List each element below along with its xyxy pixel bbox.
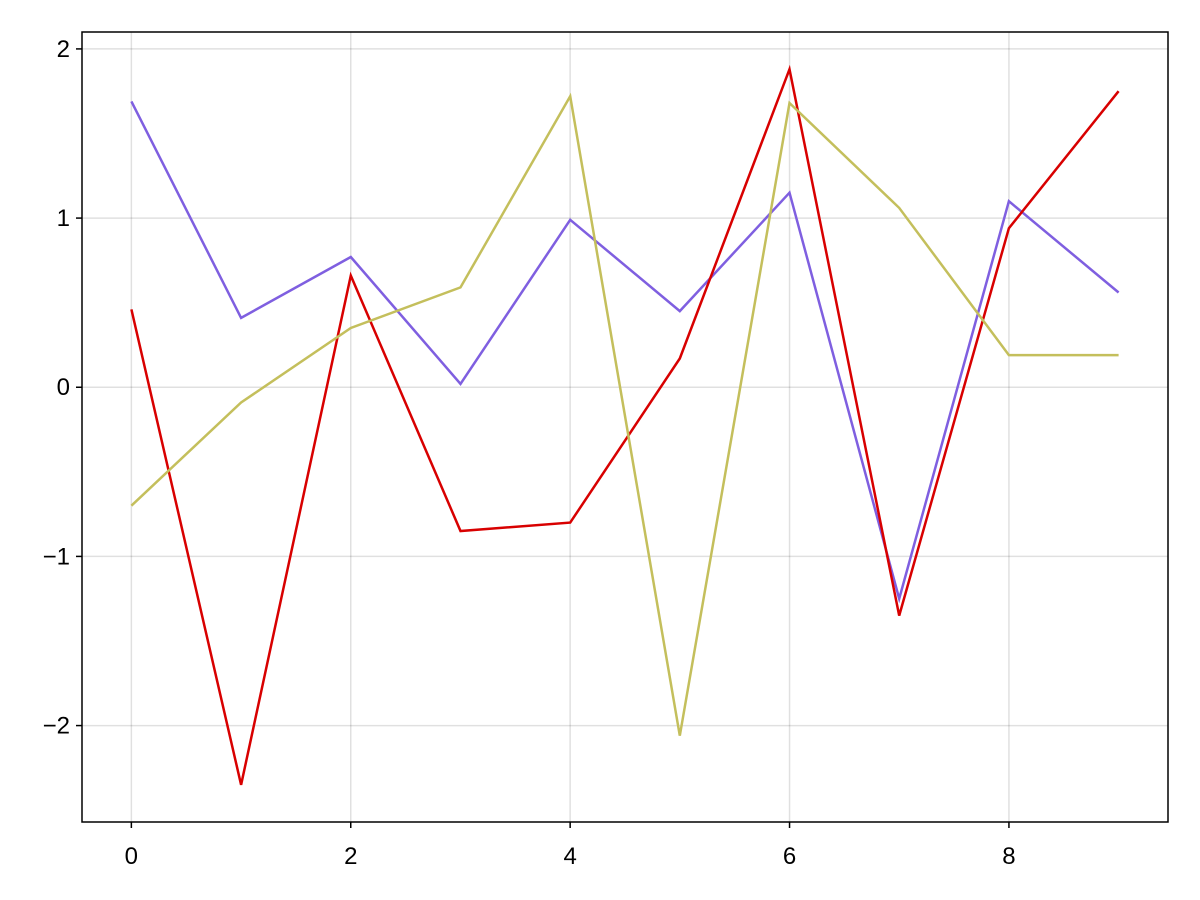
y-tick-label: 1	[57, 205, 70, 232]
y-tick-label: 2	[57, 36, 70, 63]
x-tick-label: 0	[125, 843, 138, 870]
x-tick-label: 6	[783, 843, 796, 870]
axis-ticks: 0 2 4 6 8 −2 −1 0 1 2	[43, 36, 1016, 870]
x-tick-label: 2	[344, 843, 357, 870]
series-line-1	[130, 100, 1120, 604]
grid-lines	[82, 32, 1168, 822]
x-tick-label: 4	[563, 843, 576, 870]
plot-area-frame	[81, 31, 1169, 823]
series-line-3	[130, 92, 1119, 736]
series-lines	[130, 64, 1120, 786]
y-tick-label: −2	[43, 713, 70, 740]
series-line-2	[130, 64, 1120, 786]
x-tick-label: 8	[1002, 843, 1015, 870]
y-tick-label: −1	[43, 543, 70, 570]
y-tick-label: 0	[57, 374, 70, 401]
